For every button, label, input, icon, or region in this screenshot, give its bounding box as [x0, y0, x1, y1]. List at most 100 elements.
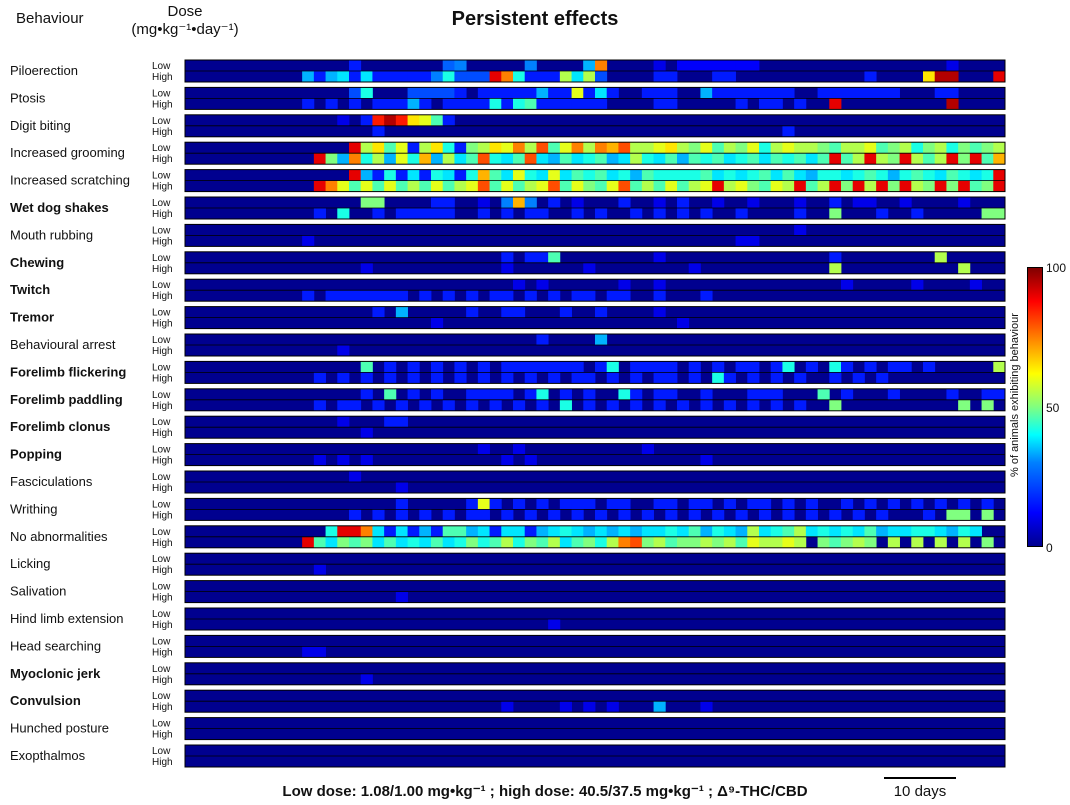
dose-low-label: Low: [152, 746, 171, 757]
heatmap-cell: [981, 142, 994, 154]
heatmap-cell: [829, 153, 842, 165]
dose-high-label: High: [152, 730, 173, 741]
heatmap-cell: [337, 208, 350, 219]
heatmap-cell: [501, 525, 514, 537]
heatmap-cell: [431, 87, 444, 99]
heatmap-cell: [407, 142, 420, 154]
heatmap-cell: [829, 251, 842, 263]
heatmap-cell: [548, 98, 561, 110]
heatmap-cell: [805, 142, 818, 154]
heatmap-cell: [571, 71, 584, 82]
heatmap-cell: [559, 701, 572, 713]
heatmap-cell: [524, 251, 537, 263]
heatmap-cell: [969, 525, 982, 537]
heatmap-cell: [653, 98, 666, 110]
heatmap-cell: [747, 87, 760, 99]
heatmap-cell: [536, 498, 549, 510]
heatmap-cell: [559, 399, 572, 411]
heatmap-cell: [817, 180, 830, 192]
heatmap-cell: [524, 71, 537, 82]
heatmap-cell: [782, 142, 795, 154]
heatmap-cell: [887, 536, 900, 548]
heatmap-cell: [887, 498, 900, 510]
heatmap-cell: [466, 388, 479, 400]
strip-border: [184, 443, 1006, 467]
heatmap-cell: [993, 208, 1006, 219]
heatmap-cell: [337, 525, 350, 537]
heatmap-cell: [349, 525, 362, 537]
heatmap-cell: [770, 153, 783, 165]
heatmap-cell: [829, 98, 842, 110]
dose-high-label: High: [152, 209, 173, 220]
heatmap-cell: [653, 60, 666, 71]
heatmap-cell: [372, 197, 385, 208]
heatmap-cell: [747, 536, 760, 548]
heatmap-cell: [723, 169, 736, 181]
heatmap-cell: [571, 169, 584, 181]
heatmap-cell: [653, 498, 666, 510]
heatmap-cell: [606, 525, 619, 537]
heatmap-cell: [747, 142, 760, 154]
heatmap-cell: [360, 153, 373, 165]
heatmap-cell: [735, 235, 748, 247]
heatmap-cell: [548, 169, 561, 181]
heatmap-cell: [653, 251, 666, 263]
heatmap-cell: [653, 306, 666, 318]
heatmap-cell: [513, 153, 526, 165]
dose-high-label: High: [152, 483, 173, 494]
heatmap-cell: [700, 388, 713, 400]
heatmap-cell: [606, 142, 619, 154]
heatmap-cell: [630, 372, 643, 384]
heatmap-cell: [513, 197, 526, 208]
heatmap-cell: [419, 142, 432, 154]
heatmap-cell: [630, 399, 643, 411]
heatmap-cell: [677, 208, 690, 219]
scale-bar: [884, 777, 956, 779]
heatmap-cell: [313, 454, 326, 466]
heatmap-cell: [501, 153, 514, 165]
heatmap-cell: [571, 290, 584, 302]
heatmap-cell: [595, 180, 608, 192]
dose-high-label: High: [152, 702, 173, 713]
heatmap-cell: [782, 509, 795, 521]
dose-high-label: High: [152, 510, 173, 521]
heatmap-cell: [653, 279, 666, 291]
heatmap-cell: [548, 372, 561, 384]
heatmap-cell: [466, 180, 479, 192]
heatmap-cell: [864, 536, 877, 548]
heatmap-cell: [934, 153, 947, 165]
heatmap-cell: [454, 98, 467, 110]
heatmap-cell: [829, 180, 842, 192]
heatmap-cell: [981, 498, 994, 510]
heatmap-cell: [559, 536, 572, 548]
heatmap-cell: [454, 60, 467, 71]
heatmap-cell: [571, 361, 584, 373]
heatmap-cell: [501, 251, 514, 263]
heatmap-cell: [442, 509, 455, 521]
strip-border: [184, 607, 1006, 631]
heatmap-cell: [852, 169, 865, 181]
heatmap-cell: [395, 98, 408, 110]
heatmap-cell: [723, 60, 736, 71]
heatmap-cell: [641, 153, 654, 165]
heatmap-cell: [653, 142, 666, 154]
heatmap-cell: [524, 509, 537, 521]
heatmap-cell: [934, 525, 947, 537]
heatmap-cell: [349, 87, 362, 99]
heatmap-cell: [501, 180, 514, 192]
dose-low-label: Low: [152, 308, 171, 319]
heatmap-cell: [665, 98, 678, 110]
heatmap-cell: [969, 169, 982, 181]
heatmap-cell: [817, 525, 830, 537]
heatmap-cell: [876, 509, 889, 521]
heatmap-cell: [583, 525, 596, 537]
heatmap-cell: [536, 399, 549, 411]
strip-border: [184, 388, 1006, 412]
heatmap-cell: [700, 153, 713, 165]
heatmap-cell: [606, 536, 619, 548]
heatmap-cell: [431, 317, 444, 329]
heatmap-cell: [677, 60, 690, 71]
heatmap-cell: [337, 399, 350, 411]
heatmap-cell: [876, 525, 889, 537]
heatmap-cell: [770, 169, 783, 181]
